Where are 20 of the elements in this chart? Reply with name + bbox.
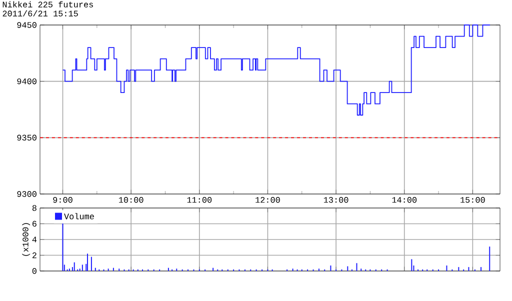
- chart-subtitle: 2011/6/21 15:15: [2, 10, 78, 16]
- y-tick-label: 2: [32, 252, 36, 258]
- x-tick-label: 9:00: [53, 197, 72, 203]
- x-tick-label: 12:00: [256, 197, 280, 203]
- x-tick-label: 14:00: [392, 197, 417, 203]
- y-tick-label: 8: [32, 205, 36, 211]
- y-tick-label: 9350: [17, 134, 36, 141]
- x-tick-label: 13:00: [324, 197, 348, 203]
- y-tick-label: 9300: [17, 191, 36, 197]
- legend-label: Volume: [64, 213, 94, 220]
- chart-title: Nikkei 225 futures: [2, 1, 93, 8]
- y-tick-label: 0: [32, 268, 36, 274]
- y-tick-label: 4: [32, 236, 37, 242]
- y-tick-label: 9400: [17, 78, 36, 84]
- y-tick-label: 6: [32, 220, 36, 227]
- x-tick-label: 11:00: [187, 197, 212, 203]
- x-tick-label: 15:00: [460, 197, 485, 203]
- x-tick-label: 10:00: [118, 197, 144, 203]
- y-tick-label: 9450: [17, 22, 36, 28]
- y-axis-title: (x1000): [22, 223, 30, 256]
